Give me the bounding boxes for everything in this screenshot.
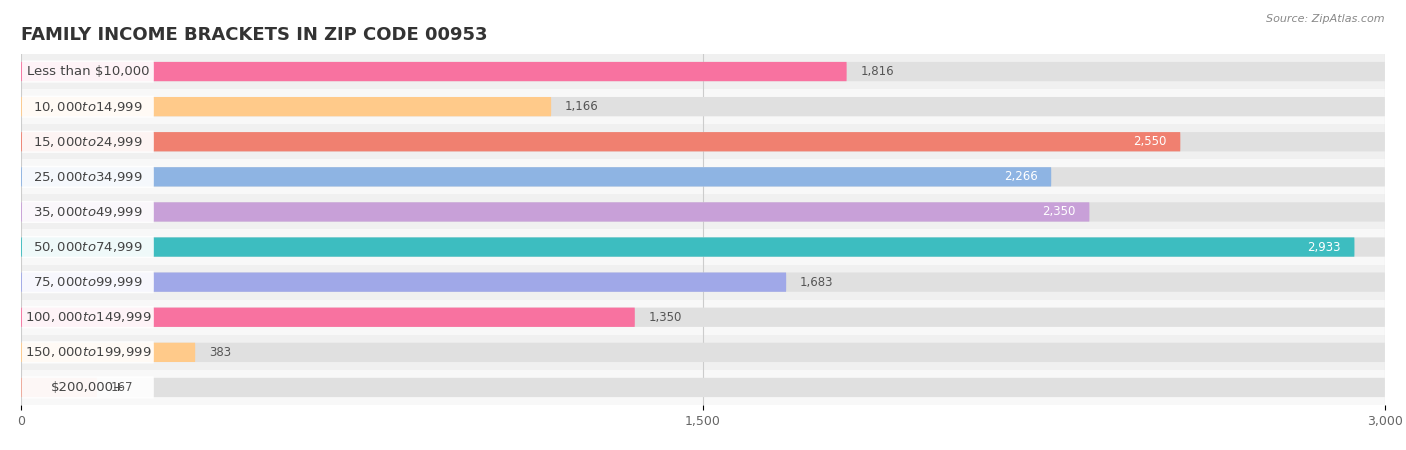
- Text: 2,550: 2,550: [1133, 135, 1167, 148]
- Text: 167: 167: [111, 381, 134, 394]
- FancyBboxPatch shape: [21, 167, 1052, 186]
- FancyBboxPatch shape: [21, 62, 846, 81]
- Text: 1,816: 1,816: [860, 65, 894, 78]
- Text: $100,000 to $149,999: $100,000 to $149,999: [25, 310, 152, 324]
- Text: 2,933: 2,933: [1308, 241, 1341, 253]
- Text: $10,000 to $14,999: $10,000 to $14,999: [34, 99, 143, 114]
- FancyBboxPatch shape: [21, 273, 1385, 292]
- Text: $50,000 to $74,999: $50,000 to $74,999: [34, 240, 143, 254]
- FancyBboxPatch shape: [0, 300, 1406, 335]
- Text: $150,000 to $199,999: $150,000 to $199,999: [25, 345, 152, 360]
- Text: 1,683: 1,683: [800, 276, 834, 288]
- FancyBboxPatch shape: [21, 132, 1385, 151]
- FancyBboxPatch shape: [21, 378, 1385, 397]
- Text: 383: 383: [209, 346, 231, 359]
- Text: Less than $10,000: Less than $10,000: [27, 65, 149, 78]
- FancyBboxPatch shape: [21, 97, 551, 116]
- FancyBboxPatch shape: [21, 343, 195, 362]
- FancyBboxPatch shape: [0, 159, 1406, 194]
- FancyBboxPatch shape: [22, 271, 153, 293]
- FancyBboxPatch shape: [22, 60, 153, 83]
- FancyBboxPatch shape: [0, 265, 1406, 300]
- Text: 2,266: 2,266: [1004, 171, 1038, 183]
- FancyBboxPatch shape: [21, 308, 636, 327]
- FancyBboxPatch shape: [22, 201, 153, 223]
- FancyBboxPatch shape: [22, 130, 153, 153]
- Text: $25,000 to $34,999: $25,000 to $34,999: [34, 170, 143, 184]
- FancyBboxPatch shape: [0, 54, 1406, 89]
- Text: 1,350: 1,350: [648, 311, 682, 324]
- FancyBboxPatch shape: [0, 124, 1406, 159]
- FancyBboxPatch shape: [21, 202, 1090, 221]
- FancyBboxPatch shape: [21, 97, 1385, 116]
- FancyBboxPatch shape: [22, 376, 153, 399]
- FancyBboxPatch shape: [21, 62, 1385, 81]
- Text: $15,000 to $24,999: $15,000 to $24,999: [34, 135, 143, 149]
- Text: Source: ZipAtlas.com: Source: ZipAtlas.com: [1267, 14, 1385, 23]
- FancyBboxPatch shape: [22, 306, 153, 328]
- FancyBboxPatch shape: [0, 230, 1406, 265]
- FancyBboxPatch shape: [0, 335, 1406, 370]
- FancyBboxPatch shape: [0, 194, 1406, 230]
- Text: 2,350: 2,350: [1042, 206, 1076, 218]
- FancyBboxPatch shape: [21, 167, 1385, 186]
- FancyBboxPatch shape: [21, 273, 786, 292]
- FancyBboxPatch shape: [21, 378, 97, 397]
- FancyBboxPatch shape: [21, 343, 1385, 362]
- FancyBboxPatch shape: [22, 95, 153, 118]
- Text: $35,000 to $49,999: $35,000 to $49,999: [34, 205, 143, 219]
- FancyBboxPatch shape: [21, 238, 1354, 256]
- Text: $200,000+: $200,000+: [51, 381, 125, 394]
- FancyBboxPatch shape: [22, 166, 153, 188]
- FancyBboxPatch shape: [22, 341, 153, 364]
- FancyBboxPatch shape: [0, 370, 1406, 405]
- FancyBboxPatch shape: [0, 89, 1406, 124]
- Text: FAMILY INCOME BRACKETS IN ZIP CODE 00953: FAMILY INCOME BRACKETS IN ZIP CODE 00953: [21, 26, 488, 44]
- FancyBboxPatch shape: [21, 308, 1385, 327]
- FancyBboxPatch shape: [21, 132, 1181, 151]
- FancyBboxPatch shape: [21, 202, 1385, 221]
- FancyBboxPatch shape: [21, 238, 1385, 256]
- Text: $75,000 to $99,999: $75,000 to $99,999: [34, 275, 143, 289]
- FancyBboxPatch shape: [22, 236, 153, 258]
- Text: 1,166: 1,166: [565, 100, 599, 113]
